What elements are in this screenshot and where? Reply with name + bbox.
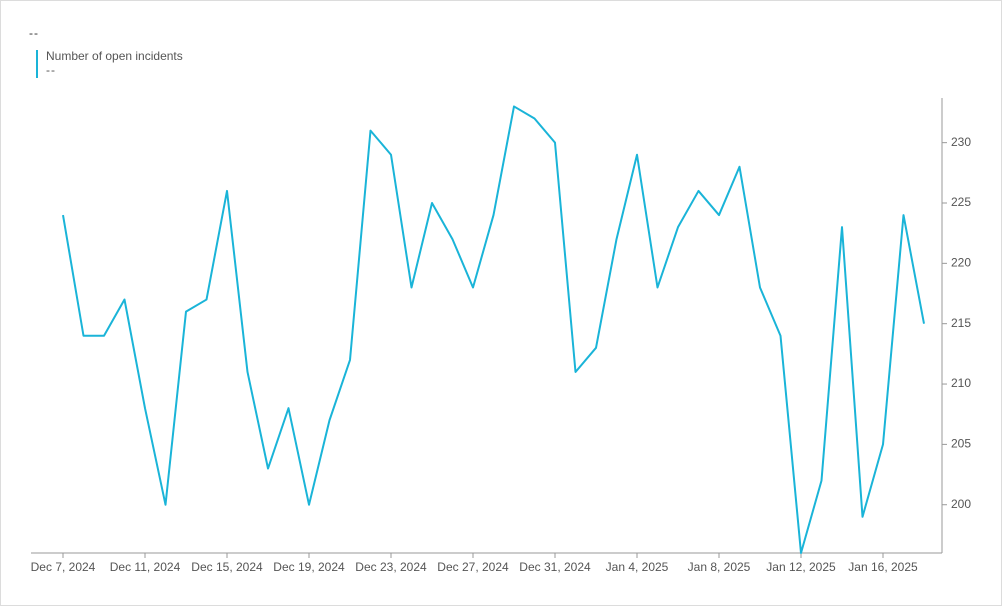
y-tick-label: 215 [951, 316, 971, 330]
series-line [62, 105, 925, 554]
x-tick-label: Dec 7, 2024 [31, 560, 96, 574]
y-tick-label: 230 [951, 135, 971, 149]
x-tick-label: Jan 8, 2025 [688, 560, 751, 574]
x-tick-label: Dec 19, 2024 [273, 560, 345, 574]
y-tick-label: 200 [951, 497, 971, 511]
x-tick-label: Dec 23, 2024 [355, 560, 427, 574]
legend-swatch [36, 50, 38, 78]
x-tick-label: Jan 16, 2025 [848, 560, 918, 574]
legend-value: -- [46, 63, 56, 77]
x-tick-label: Dec 31, 2024 [519, 560, 591, 574]
x-tick-label: Jan 4, 2025 [606, 560, 669, 574]
x-tick-label: Dec 11, 2024 [110, 560, 181, 574]
legend-label: Number of open incidents [46, 49, 183, 63]
chart-title: -- [29, 26, 39, 40]
y-tick-label: 205 [951, 437, 971, 451]
x-tick-label: Dec 27, 2024 [437, 560, 509, 574]
y-tick-label: 225 [951, 195, 971, 209]
y-tick-label: 210 [951, 376, 971, 390]
x-tick-label: Jan 12, 2025 [766, 560, 836, 574]
y-tick-label: 220 [951, 256, 971, 270]
x-tick-label: Dec 15, 2024 [191, 560, 263, 574]
